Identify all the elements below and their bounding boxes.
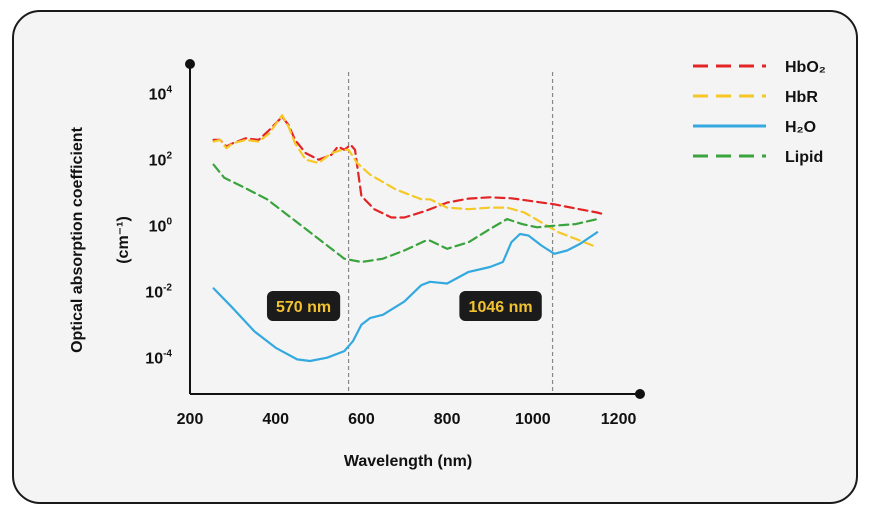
y-axis-title-group: Optical absorption coefficient <box>69 126 86 352</box>
y-tick-label: 102 <box>149 151 173 170</box>
legend-label: HbO₂ <box>785 59 826 76</box>
x-axis-title: Wavelength (nm) <box>344 453 472 470</box>
x-tick-label: 600 <box>348 411 375 428</box>
y-axis-unit: (cm⁻¹) <box>115 216 132 264</box>
x-tick-label: 800 <box>434 411 461 428</box>
y-tick-label: 100 <box>149 217 173 236</box>
x-tick-label: 1000 <box>515 411 551 428</box>
y-axis-end-dot <box>185 59 195 69</box>
wavelength-badge-label: 1046 nm <box>469 299 533 316</box>
y-axis-unit-group: (cm⁻¹) <box>115 216 132 264</box>
axes <box>185 59 645 399</box>
x-axis-end-dot <box>635 389 645 399</box>
x-tick-label: 400 <box>262 411 289 428</box>
x-tick-labels: 200 400 600 800 1000 1200 <box>177 411 637 428</box>
wavelength-guide-lines <box>349 72 553 394</box>
wavelength-badges: 570 nm 1046 nm <box>267 291 542 321</box>
series-line <box>214 165 597 262</box>
wavelength-badge-label: 570 nm <box>276 299 331 316</box>
legend-label: H₂O <box>785 119 816 136</box>
x-tick-label: 1200 <box>601 411 637 428</box>
legend-label: Lipid <box>785 149 823 166</box>
legend-label: HbR <box>785 89 818 106</box>
y-tick-label: 104 <box>149 85 173 104</box>
data-series <box>214 115 604 361</box>
y-tick-label: 10-2 <box>145 283 172 302</box>
y-tick-label: 10-4 <box>145 349 172 368</box>
y-tick-labels: 104 102 100 10-2 10-4 <box>145 85 172 368</box>
legend: HbO₂ HbR H₂O Lipid <box>693 59 826 166</box>
y-axis-title: Optical absorption coefficient <box>69 126 86 352</box>
x-tick-label: 200 <box>177 411 204 428</box>
